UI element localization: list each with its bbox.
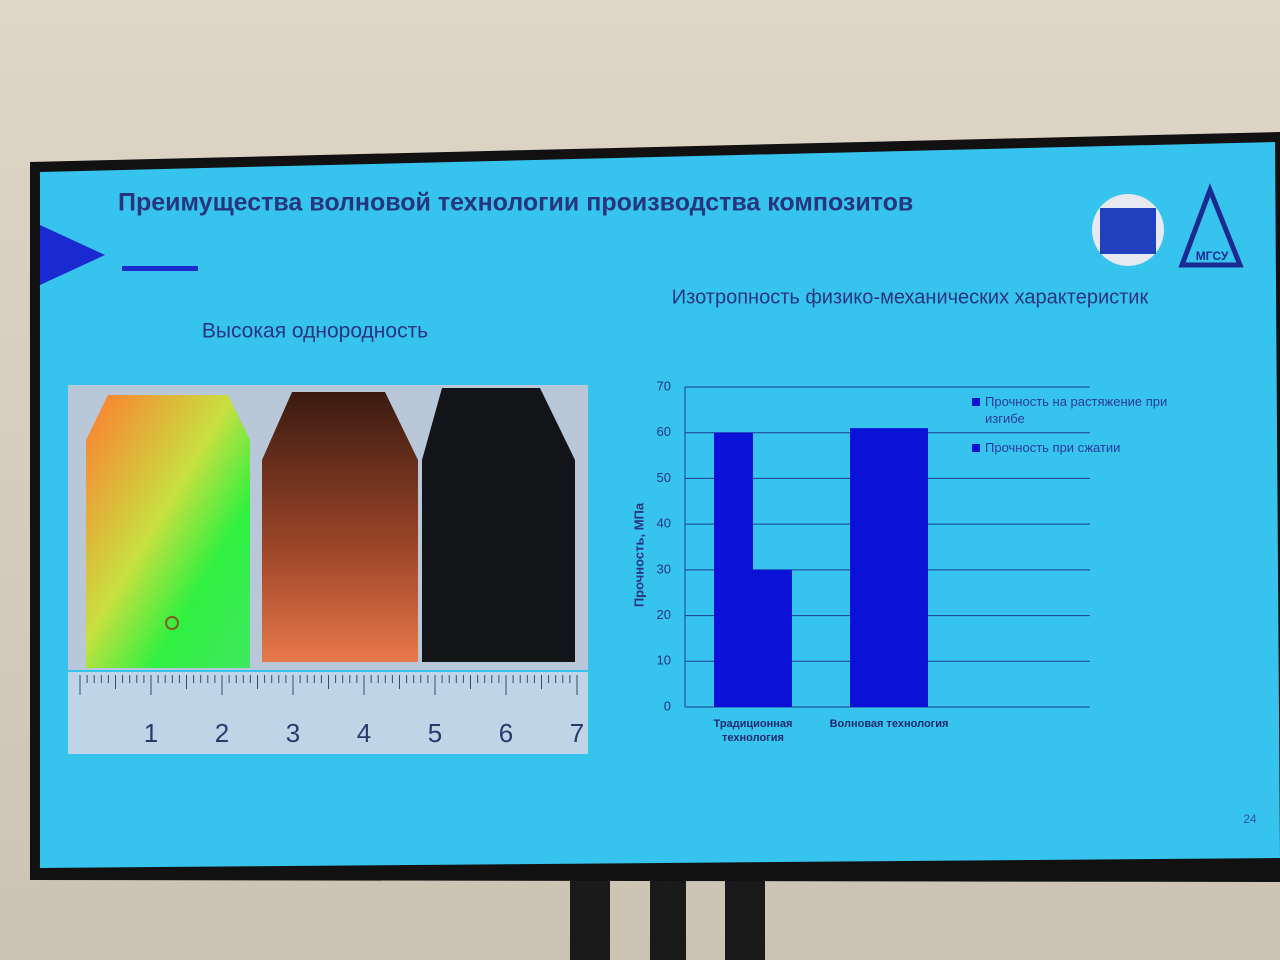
y-tick-label: 10: [657, 653, 671, 668]
ruler-label: 5: [428, 718, 442, 748]
slide-title: Преимущества волновой технологии произво…: [118, 189, 913, 217]
bar: [850, 428, 889, 707]
logo-text: МГСУ: [1196, 249, 1229, 263]
stand: [650, 870, 686, 960]
stand: [570, 870, 610, 960]
ruler-label: 7: [570, 718, 584, 748]
ruler-label: 1: [144, 718, 158, 748]
y-tick-label: 30: [657, 561, 671, 576]
slide-arrow: [40, 225, 105, 285]
ruler-label: 6: [499, 718, 513, 748]
ruler-label: 2: [215, 718, 229, 748]
ruler-label: 4: [357, 718, 371, 748]
left-heading: Высокая однородность: [202, 320, 428, 343]
legend-label: Прочность на растяжение при изгибе: [985, 394, 1168, 426]
y-tick-label: 0: [664, 698, 671, 713]
x-tick-label: Волновая технология: [829, 718, 949, 730]
logo-badge-inner: [1100, 208, 1156, 254]
stand: [725, 870, 765, 960]
x-tick-label: Традиционная технология: [713, 718, 793, 744]
legend-swatch: [972, 398, 980, 406]
bar: [753, 569, 792, 707]
y-tick-label: 70: [657, 378, 671, 393]
sample-pore: [165, 616, 179, 630]
title-underline: [122, 266, 198, 271]
page-number: 24: [1243, 812, 1257, 826]
legend-label: Прочность при сжатии: [985, 440, 1121, 455]
y-tick-label: 20: [657, 607, 671, 622]
bar: [889, 428, 928, 707]
y-tick-label: 40: [657, 516, 671, 531]
legend-swatch: [972, 444, 980, 452]
ruler-ticks: 1 2 3 4 5 6 7: [79, 675, 584, 748]
sample-2: [262, 392, 418, 662]
sample-1: [86, 395, 250, 668]
bar: [714, 432, 753, 707]
logo-triangle: [1178, 183, 1244, 268]
y-tick-label: 60: [657, 424, 671, 439]
y-tick-label: 50: [657, 470, 671, 485]
chart-title: Изотропность физико-механических характе…: [672, 286, 1149, 308]
sample-3: [422, 388, 575, 662]
ruler-label: 3: [286, 718, 300, 748]
y-axis-title: Прочность, МПа: [631, 502, 646, 607]
